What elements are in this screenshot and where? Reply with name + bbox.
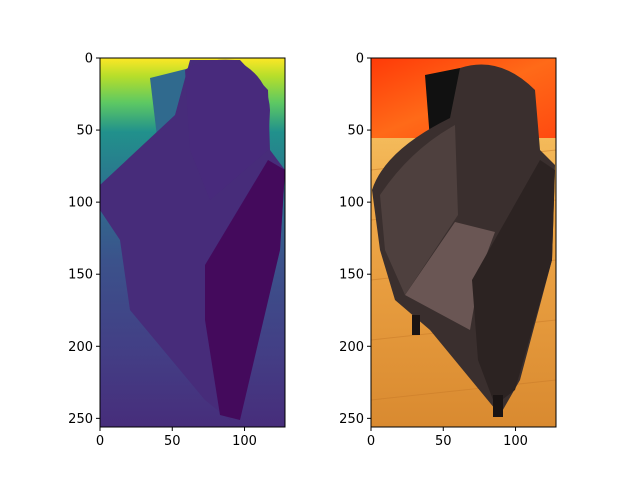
x-tick-label: 50 [435,434,452,449]
y-tick-label: 200 [68,340,93,355]
x-tick-label: 100 [503,434,528,449]
y-tick-label: 50 [347,124,364,139]
x-tick-label: 100 [232,434,257,449]
x-tick-label: 0 [96,434,104,449]
y-tick-label: 250 [339,412,364,427]
y-tick-label: 250 [68,412,93,427]
depth-image-panel [100,58,285,427]
rgb-chair-side [380,125,458,295]
rgb-chair-seat [405,222,495,330]
depth-chair-back [185,59,270,200]
y-tick-label: 0 [356,52,364,67]
y-tick-label: 200 [339,340,364,355]
rgb-chair-leg [412,315,420,335]
y-tick-label: 100 [68,196,93,211]
y-tick-label: 100 [339,196,364,211]
y-tick-label: 50 [76,124,93,139]
y-tick-label: 150 [68,268,93,283]
rgb-chair-leg [493,395,503,417]
x-tick-label: 0 [367,434,375,449]
rgb-chair-arm [472,160,555,405]
depth-chair-arm [205,160,285,420]
rgb-image-panel [371,58,556,427]
y-tick-label: 0 [85,52,93,67]
y-tick-label: 150 [339,268,364,283]
axes1-frame [99,57,286,428]
axes2-frame [370,57,557,428]
x-tick-label: 50 [164,434,181,449]
